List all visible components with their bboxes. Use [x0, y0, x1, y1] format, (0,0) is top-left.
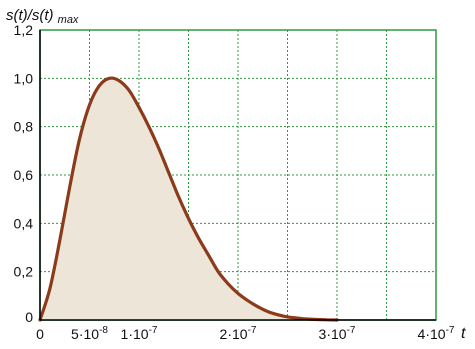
signal-curve [38, 76, 339, 322]
y-tick-labels: 0 0,2 0,4 0,6 0,8 1,0 1,2 [14, 22, 34, 325]
x-tick-label: 0 [36, 326, 44, 342]
y-tick-label: 0,8 [14, 119, 34, 135]
x-tick-labels: 0 5·10-8 1·10-7 2·10-7 3·10-7 4·10-7 [36, 325, 455, 342]
y-tick-label: 1,0 [14, 70, 34, 86]
y-axis-label-sub: max [58, 14, 79, 26]
y-axis-label: s(t)/s(t) max [6, 7, 79, 26]
x-axis-label: t [461, 325, 466, 342]
axes [39, 30, 436, 321]
y-axis-label-main: s(t)/s(t) [6, 7, 53, 24]
y-tick-label: 0 [25, 309, 33, 325]
y-tick-label: 1,2 [14, 22, 34, 38]
x-tick-label: 3·10-7 [319, 325, 356, 342]
x-tick-label: 2·10-7 [220, 325, 257, 342]
y-tick-label: 0,4 [14, 215, 34, 231]
x-tick-label: 4·10-7 [418, 325, 455, 342]
x-tick-label: 5·10-8 [71, 325, 108, 342]
y-tick-label: 0,6 [14, 167, 34, 183]
x-tick-label: 1·10-7 [121, 325, 158, 342]
y-tick-label: 0,2 [14, 264, 34, 280]
area-fill [40, 78, 337, 321]
